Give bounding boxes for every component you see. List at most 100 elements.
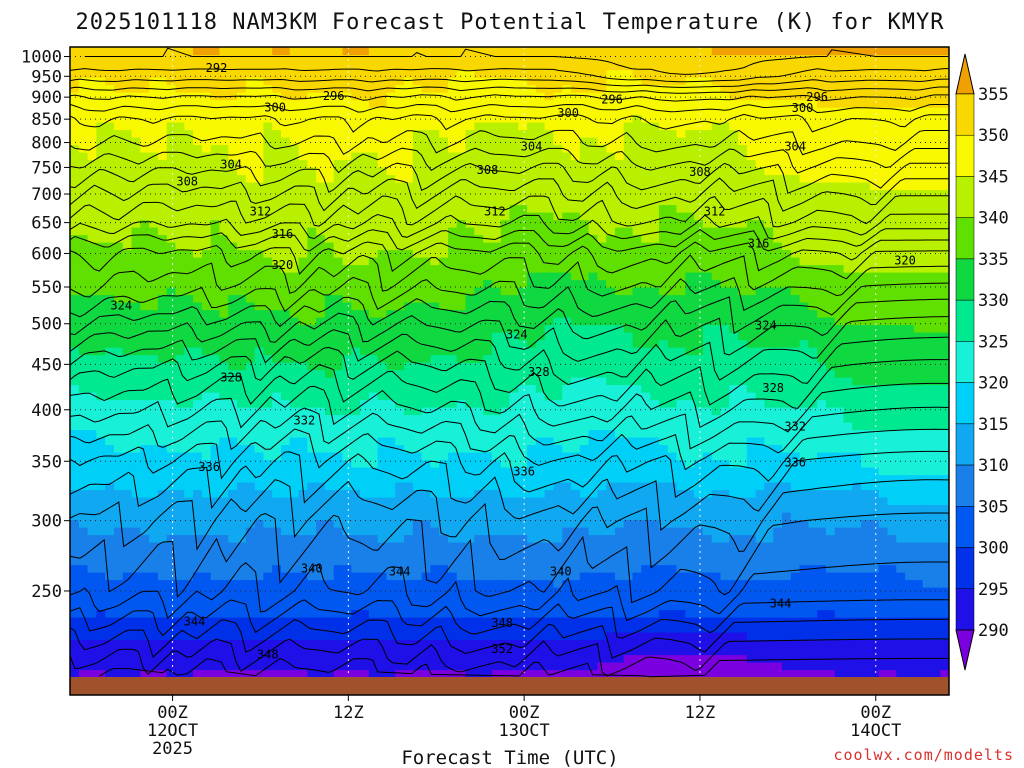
theta-cell bbox=[597, 662, 607, 671]
theta-cell bbox=[799, 564, 809, 573]
theta-cell bbox=[843, 639, 853, 648]
theta-cell bbox=[377, 647, 388, 656]
theta-cell bbox=[500, 662, 511, 671]
theta-cell bbox=[694, 399, 704, 408]
theta-cell bbox=[913, 549, 924, 558]
theta-cell bbox=[834, 587, 845, 596]
theta-cell bbox=[210, 542, 221, 551]
theta-cell bbox=[157, 497, 168, 506]
theta-cell bbox=[781, 624, 792, 633]
theta-cell bbox=[702, 332, 713, 341]
theta-cell bbox=[571, 339, 581, 348]
theta-cell bbox=[527, 572, 537, 581]
theta-cell bbox=[623, 542, 634, 551]
theta-cell bbox=[96, 504, 106, 513]
theta-cell bbox=[78, 579, 89, 588]
theta-cell bbox=[500, 669, 511, 678]
theta-cell bbox=[78, 414, 89, 423]
theta-cell bbox=[298, 632, 308, 641]
theta-cell bbox=[87, 467, 97, 476]
theta-cell bbox=[843, 482, 853, 491]
theta-cell bbox=[500, 572, 511, 581]
theta-cell bbox=[641, 324, 651, 333]
theta-cell bbox=[105, 504, 115, 513]
theta-cell bbox=[316, 354, 326, 363]
theta-cell bbox=[377, 309, 388, 318]
theta-cell bbox=[351, 617, 361, 626]
theta-cell bbox=[228, 377, 238, 386]
theta-cell bbox=[931, 362, 941, 371]
theta-cell bbox=[96, 594, 106, 603]
theta-cell bbox=[861, 497, 871, 506]
theta-cell bbox=[184, 392, 194, 401]
theta-cell bbox=[263, 399, 273, 408]
theta-cell bbox=[412, 662, 423, 671]
theta-cell bbox=[606, 609, 616, 618]
theta-cell bbox=[887, 444, 897, 453]
theta-cell bbox=[412, 392, 423, 401]
theta-cell bbox=[843, 579, 853, 588]
theta-cell bbox=[905, 452, 915, 461]
theta-cell bbox=[78, 497, 89, 506]
theta-cell bbox=[122, 647, 133, 656]
theta-cell bbox=[553, 669, 563, 678]
theta-cell bbox=[245, 429, 256, 438]
theta-cell bbox=[597, 377, 607, 386]
theta-cell bbox=[658, 362, 669, 371]
theta-cell bbox=[280, 467, 291, 476]
theta-cell bbox=[272, 527, 282, 536]
theta-cell bbox=[702, 399, 713, 408]
theta-cell bbox=[571, 624, 581, 633]
theta-cell bbox=[157, 654, 168, 663]
theta-cell bbox=[597, 617, 607, 626]
theta-cell bbox=[412, 369, 423, 378]
theta-cell bbox=[465, 617, 475, 626]
theta-cell bbox=[729, 474, 739, 483]
theta-cell bbox=[509, 407, 519, 416]
theta-cell bbox=[316, 324, 326, 333]
theta-cell bbox=[896, 557, 906, 566]
theta-cell bbox=[685, 527, 695, 536]
theta-cell bbox=[272, 332, 282, 341]
theta-cell bbox=[940, 549, 949, 558]
theta-cell bbox=[773, 594, 783, 603]
theta-cell bbox=[808, 407, 818, 416]
theta-cell bbox=[377, 654, 388, 663]
theta-cell bbox=[166, 392, 177, 401]
theta-cell bbox=[685, 564, 695, 573]
theta-cell bbox=[439, 332, 449, 341]
theta-cell bbox=[817, 624, 827, 633]
theta-cell bbox=[377, 632, 388, 641]
theta-cell bbox=[808, 654, 818, 663]
theta-cell bbox=[500, 497, 511, 506]
theta-cell bbox=[342, 602, 352, 611]
theta-cell bbox=[360, 324, 370, 333]
theta-cell bbox=[518, 512, 528, 521]
theta-cell bbox=[122, 572, 133, 581]
theta-cell bbox=[535, 549, 546, 558]
theta-cell bbox=[817, 527, 827, 536]
theta-cell bbox=[834, 377, 845, 386]
theta-cell bbox=[606, 654, 616, 663]
theta-cell bbox=[852, 437, 862, 446]
theta-cell bbox=[922, 489, 933, 498]
theta-cell bbox=[931, 639, 941, 648]
theta-cell bbox=[316, 407, 326, 416]
theta-cell bbox=[113, 437, 124, 446]
theta-cell bbox=[430, 467, 440, 476]
theta-cell bbox=[799, 482, 809, 491]
theta-cell bbox=[781, 467, 792, 476]
theta-cell bbox=[729, 369, 739, 378]
theta-cell bbox=[386, 662, 396, 671]
theta-cell bbox=[245, 542, 256, 551]
theta-cell bbox=[237, 474, 247, 483]
theta-cell bbox=[87, 504, 97, 513]
theta-cell bbox=[685, 459, 695, 468]
theta-cell bbox=[764, 467, 774, 476]
theta-cell bbox=[579, 362, 590, 371]
theta-cell bbox=[931, 512, 941, 521]
theta-cell bbox=[922, 527, 933, 536]
theta-cell bbox=[263, 497, 273, 506]
theta-cell bbox=[738, 557, 748, 566]
theta-cell bbox=[843, 542, 853, 551]
